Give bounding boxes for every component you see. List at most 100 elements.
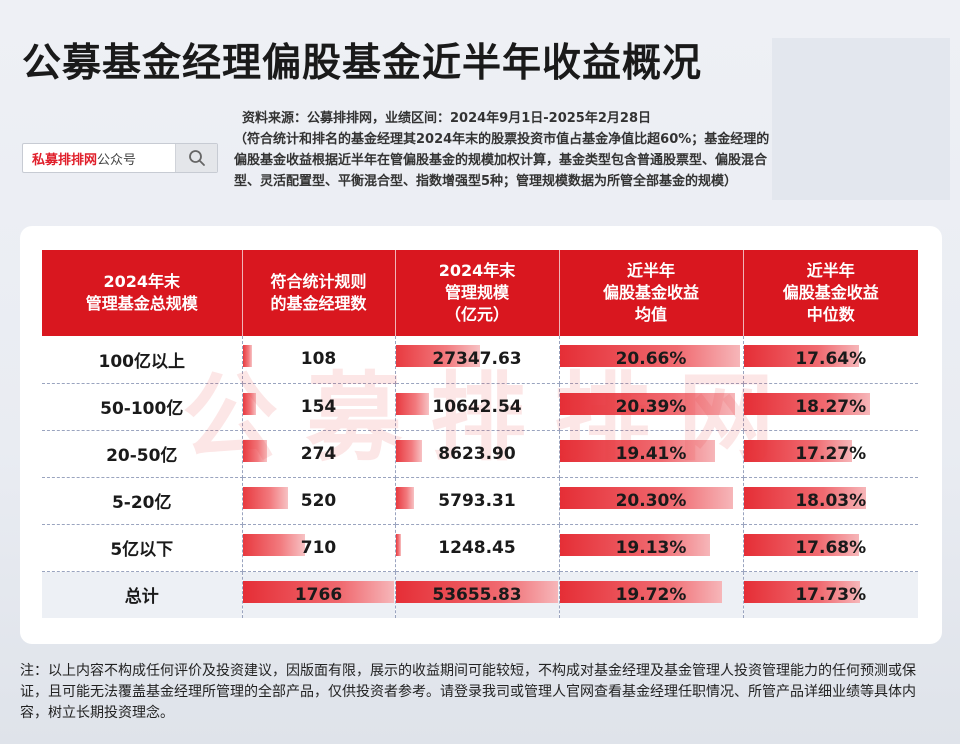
column-header: 2024年末 管理基金总规模: [42, 250, 243, 336]
corner-panel: [772, 38, 950, 200]
aum-cell: 27347.63: [395, 336, 560, 384]
value-bar: [743, 345, 859, 367]
count-cell-text: 520: [300, 490, 337, 511]
value-bar: [559, 345, 740, 367]
table-header-row: 2024年末 管理基金总规模 符合统计规则 的基金经理数 2024年末 管理规模 （…: [42, 250, 918, 336]
scale-cell: 5-20亿: [42, 477, 243, 525]
count-cell-text: 154: [300, 396, 337, 417]
description: （符合统计和排名的基金经理其2024年末的股票投资市值占基金净值比超60%；基金…: [234, 132, 770, 189]
aum-cell-text: 5793.31: [438, 490, 516, 511]
value-bar: [242, 392, 256, 415]
aum-cell: 1248.45: [395, 524, 560, 572]
value-bar: [743, 533, 859, 556]
median-cell: 17.68%: [743, 524, 918, 572]
scale-cell: 5亿以下: [42, 524, 243, 572]
value-bar: [242, 345, 252, 367]
value-bar: [242, 439, 267, 462]
median-cell-text: 17.68%: [795, 537, 867, 558]
column-header: 2024年末 管理规模 （亿元）: [395, 250, 560, 336]
median-cell-text: 18.27%: [795, 396, 867, 417]
scale-cell-text: 总计: [124, 587, 159, 608]
value-bar: [395, 439, 422, 462]
median-cell-text: 17.27%: [795, 443, 867, 464]
value-bar: [242, 580, 394, 603]
value-bar: [743, 439, 852, 462]
search-icon: [188, 150, 205, 166]
column-header: 近半年 偏股基金收益 中位数: [743, 250, 918, 336]
value-bar: [559, 580, 722, 603]
scale-cell: 100亿以上: [42, 336, 243, 384]
scale-cell-text: 5亿以下: [110, 540, 174, 560]
value-bar: [559, 486, 733, 509]
scale-cell: 总计: [42, 571, 243, 618]
value-bar: [242, 486, 288, 509]
mean-cell-text: 20.30%: [615, 490, 687, 511]
mean-cell-text: 20.39%: [615, 396, 687, 417]
count-cell-text: 1766: [294, 584, 343, 605]
median-cell: 17.27%: [743, 430, 918, 478]
column-header: 近半年 偏股基金收益 均值: [559, 250, 744, 336]
median-cell: 17.73%: [743, 571, 918, 618]
table-row: 50-100亿 154 10642.54 20.39% 18.27%: [42, 383, 918, 431]
value-bar: [395, 580, 558, 603]
total-row: 总计 1766 53655.83 19.72% 17.73%: [42, 571, 918, 618]
scale-cell-text: 5-20亿: [111, 493, 172, 513]
column-header: 符合统计规则 的基金经理数: [242, 250, 396, 336]
footnote: 注：以上内容不构成任何评价及投资建议，因版面有限，展示的收益期间可能较短，不构成…: [20, 663, 916, 721]
count-cell: 108: [242, 336, 396, 384]
search-box[interactable]: 私募排排网公众号: [22, 143, 218, 173]
count-cell: 710: [242, 524, 396, 572]
scale-cell-text: 100亿以上: [98, 351, 186, 372]
scale-cell-text: 20-50亿: [106, 446, 178, 466]
median-cell-text: 17.73%: [795, 584, 867, 605]
mean-cell-text: 20.66%: [615, 349, 687, 370]
mean-cell: 20.66%: [559, 336, 744, 384]
value-bar: [743, 486, 866, 509]
aum-cell-text: 8623.90: [438, 443, 516, 464]
mean-cell: 20.39%: [559, 383, 744, 431]
mean-cell: 20.30%: [559, 477, 744, 525]
count-cell: 520: [242, 477, 396, 525]
value-bar: [242, 533, 305, 556]
mean-cell-text: 19.41%: [615, 443, 687, 464]
value-bar: [743, 580, 860, 603]
value-bar: [395, 345, 480, 367]
table-row: 20-50亿 274 8623.90 19.41% 17.27%: [42, 430, 918, 478]
mean-cell: 19.13%: [559, 524, 744, 572]
search-suffix: 公众号: [97, 152, 137, 168]
aum-cell-text: 1248.45: [438, 537, 516, 558]
data-table: 2024年末 管理基金总规模 符合统计规则 的基金经理数 2024年末 管理规模 （…: [42, 250, 918, 618]
mean-cell: 19.72%: [559, 571, 744, 618]
search-brand: 私募排排网: [32, 152, 98, 168]
value-bar: [559, 533, 710, 556]
data-source: 资料来源：公募排排网，业绩区间：2024年9月1日-2025年2月28日: [242, 111, 651, 126]
table-row: 5-20亿 520 5793.31 20.30% 18.03%: [42, 477, 918, 525]
median-cell: 18.03%: [743, 477, 918, 525]
median-cell: 18.27%: [743, 383, 918, 431]
count-cell-text: 274: [300, 443, 337, 464]
count-cell: 274: [242, 430, 396, 478]
page-title: 公募基金经理偏股基金近半年收益概况: [22, 41, 703, 86]
table-row: 5亿以下 710 1248.45 19.13% 17.68%: [42, 524, 918, 572]
mean-cell-text: 19.13%: [615, 537, 687, 558]
aum-cell: 10642.54: [395, 383, 560, 431]
scale-cell: 20-50亿: [42, 430, 243, 478]
aum-cell: 5793.31: [395, 477, 560, 525]
count-cell: 154: [242, 383, 396, 431]
search-text: 私募排排网公众号: [23, 149, 175, 168]
value-bar: [395, 533, 401, 556]
count-cell: 1766: [242, 571, 396, 618]
mean-cell: 19.41%: [559, 430, 744, 478]
aum-cell: 53655.83: [395, 571, 560, 618]
value-bar: [559, 392, 735, 415]
table-row: 100亿以上 108 27347.63 20.66% 17.64%: [42, 336, 918, 384]
count-cell-text: 108: [300, 349, 337, 370]
aum-cell-text: 53655.83: [432, 584, 522, 605]
count-cell-text: 710: [300, 537, 337, 558]
mean-cell-text: 19.72%: [615, 584, 687, 605]
value-bar: [559, 439, 715, 462]
median-cell-text: 18.03%: [795, 490, 867, 511]
search-button[interactable]: [175, 144, 217, 172]
aum-cell-text: 10642.54: [432, 396, 522, 417]
median-cell: 17.64%: [743, 336, 918, 384]
